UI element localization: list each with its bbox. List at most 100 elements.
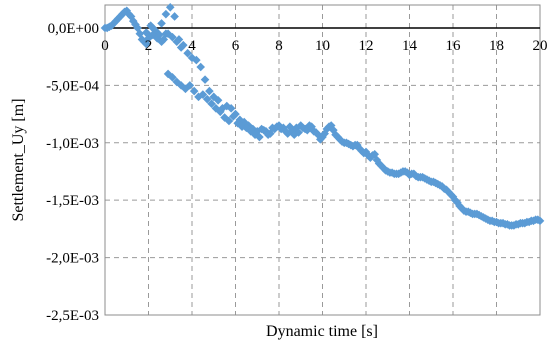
y-tick-label: -2,0E-03: [46, 251, 99, 267]
data-point: [429, 177, 438, 187]
data-point: [183, 48, 192, 58]
x-tick-label: 14: [402, 38, 418, 54]
data-point: [385, 168, 395, 177]
data-point: [450, 195, 460, 205]
data-point: [448, 192, 458, 202]
data-point: [168, 73, 177, 82]
data-point: [313, 130, 323, 140]
data-point: [481, 214, 490, 223]
data-point: [202, 94, 212, 104]
data-point: [376, 161, 386, 171]
x-tick-label: 10: [315, 38, 330, 54]
data-point: [222, 101, 232, 111]
data-point: [316, 135, 325, 144]
data-point: [411, 171, 421, 181]
data-point: [263, 130, 273, 140]
x-tick-label: 8: [275, 38, 283, 54]
data-point: [294, 128, 303, 137]
data-point: [107, 21, 116, 30]
y-tick-label: 0,0E+00: [48, 21, 99, 37]
plot-frame: [104, 4, 541, 316]
data-point: [211, 104, 221, 113]
x-tick-label: 12: [359, 38, 374, 54]
y-tick-label: -1,0E-03: [46, 136, 99, 152]
data-point: [165, 2, 175, 12]
x-tick-label: 20: [533, 38, 548, 54]
data-point: [276, 124, 286, 134]
y-tick-label: -1,5E-03: [46, 193, 99, 209]
data-point: [226, 104, 236, 113]
data-point: [333, 132, 343, 142]
x-tick-label: 0: [101, 38, 109, 54]
data-point: [200, 75, 210, 84]
data-point: [115, 12, 125, 21]
data-point: [363, 151, 373, 160]
data-point: [239, 117, 249, 127]
data-point: [298, 123, 308, 133]
data-point: [281, 126, 290, 136]
data-point: [185, 81, 195, 90]
data-point: [157, 37, 166, 47]
data-point: [135, 29, 145, 39]
x-tick-label: 6: [232, 38, 240, 54]
data-point: [152, 28, 162, 37]
data-point: [142, 39, 151, 49]
data-point: [207, 99, 216, 109]
data-point: [157, 19, 166, 28]
data-point: [320, 129, 329, 138]
data-point: [285, 122, 295, 132]
data-point: [318, 132, 327, 142]
data-point: [468, 209, 477, 219]
x-tick-label: 2: [145, 38, 153, 54]
data-point: [174, 35, 184, 44]
data-point: [433, 179, 443, 189]
data-point: [170, 12, 179, 21]
data-point: [215, 107, 225, 117]
data-point: [224, 116, 234, 126]
data-point: [374, 159, 384, 168]
data-point: [198, 90, 208, 99]
x-axis-label: Dynamic time [s]: [266, 323, 378, 340]
data-point: [233, 118, 242, 128]
data-point: [302, 125, 312, 135]
data-point: [307, 122, 316, 132]
data-point: [455, 201, 464, 211]
data-point: [516, 218, 525, 228]
data-point: [163, 69, 173, 79]
data-point: [168, 32, 177, 42]
data-point: [161, 29, 171, 39]
data-point: [442, 185, 451, 195]
data-point: [379, 163, 388, 173]
y-axis-label: Settlement_Uy [m]: [10, 98, 27, 221]
data-point: [346, 140, 356, 150]
data-point: [229, 112, 238, 121]
data-point: [244, 121, 253, 130]
data-point: [176, 43, 186, 52]
data-point: [131, 20, 140, 29]
data-point: [213, 95, 223, 105]
data-point: [337, 137, 347, 146]
data-point: [142, 28, 151, 37]
x-tick-label: 16: [446, 38, 462, 54]
data-point: [444, 187, 453, 197]
data-point: [152, 33, 162, 43]
x-tick-label: 4: [188, 38, 196, 54]
data-point: [407, 169, 416, 179]
data-point: [196, 62, 205, 72]
data-point: [161, 9, 171, 19]
data-point: [292, 123, 301, 133]
data-point: [124, 9, 134, 19]
data-point: [529, 216, 538, 226]
data-point: [403, 168, 412, 177]
data-point: [498, 218, 508, 228]
y-tick-label: -2,5E-03: [46, 308, 99, 324]
data-point: [398, 167, 408, 176]
data-point: [194, 92, 203, 102]
data-point: [218, 104, 227, 113]
data-point: [205, 86, 214, 96]
data-point: [329, 125, 338, 135]
data-point: [111, 16, 121, 26]
y-tick-label: -5,0E-04: [46, 78, 99, 94]
data-point: [453, 198, 462, 207]
